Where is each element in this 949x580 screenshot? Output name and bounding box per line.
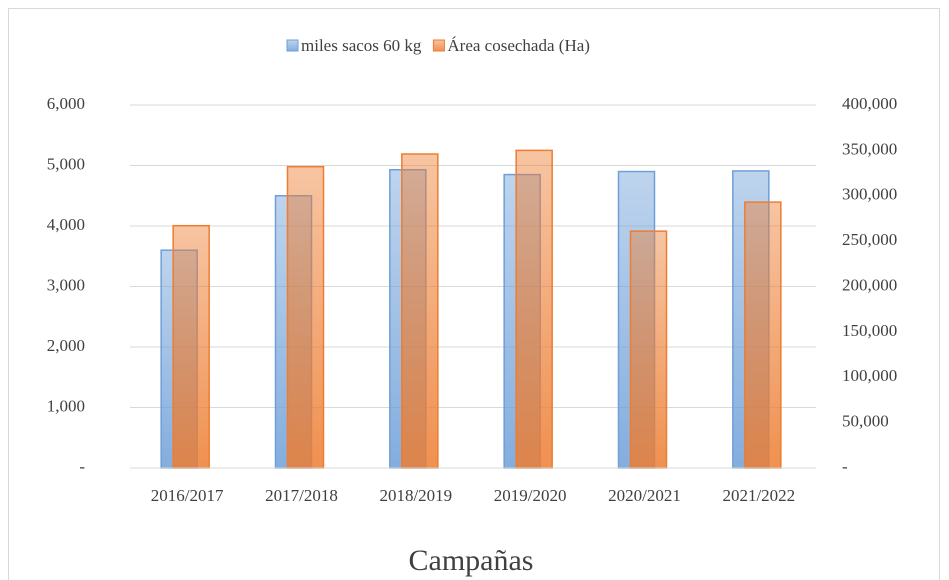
y2-tick-label: 400,000 (842, 94, 897, 113)
bar (401, 153, 439, 469)
legend-swatch (432, 39, 445, 52)
x-tick-label: 2018/2019 (379, 486, 452, 505)
y-tick-label: 1,000 (47, 396, 85, 415)
x-tick-label: 2016/2017 (151, 486, 224, 505)
x-tick-label: 2017/2018 (265, 486, 338, 505)
x-tick-label: 2021/2022 (722, 486, 795, 505)
y2-tick-label: 150,000 (842, 321, 897, 340)
y2-tick-label: 350,000 (842, 139, 897, 158)
y-tick-label: 4,000 (47, 215, 85, 234)
y2-tick-label: 250,000 (842, 230, 897, 249)
y-tick-label: 2,000 (47, 336, 85, 355)
y2-tick-label: 200,000 (842, 275, 897, 294)
y-tick-label: - (79, 457, 85, 476)
y-tick-label: 3,000 (47, 275, 85, 294)
x-tick-label: 2019/2020 (494, 486, 567, 505)
x-axis-title: Campañas (409, 544, 534, 577)
y2-tick-label: - (842, 457, 848, 476)
legend-label: Área cosechada (Ha) (447, 36, 590, 55)
y2-tick-label: 50,000 (842, 412, 889, 431)
bar (515, 149, 553, 469)
y2-tick-label: 300,000 (842, 185, 897, 204)
legend-swatch (286, 39, 299, 52)
x-tick-label: 2020/2021 (608, 486, 681, 505)
legend-label: miles sacos 60 kg (301, 36, 422, 55)
bar (286, 165, 325, 469)
bar (744, 201, 782, 469)
chart-frame (8, 8, 940, 580)
y-tick-label: 5,000 (47, 154, 85, 173)
y2-tick-label: 100,000 (842, 366, 897, 385)
y-tick-label: 6,000 (47, 94, 85, 113)
bar (172, 224, 210, 469)
bar (629, 230, 668, 469)
